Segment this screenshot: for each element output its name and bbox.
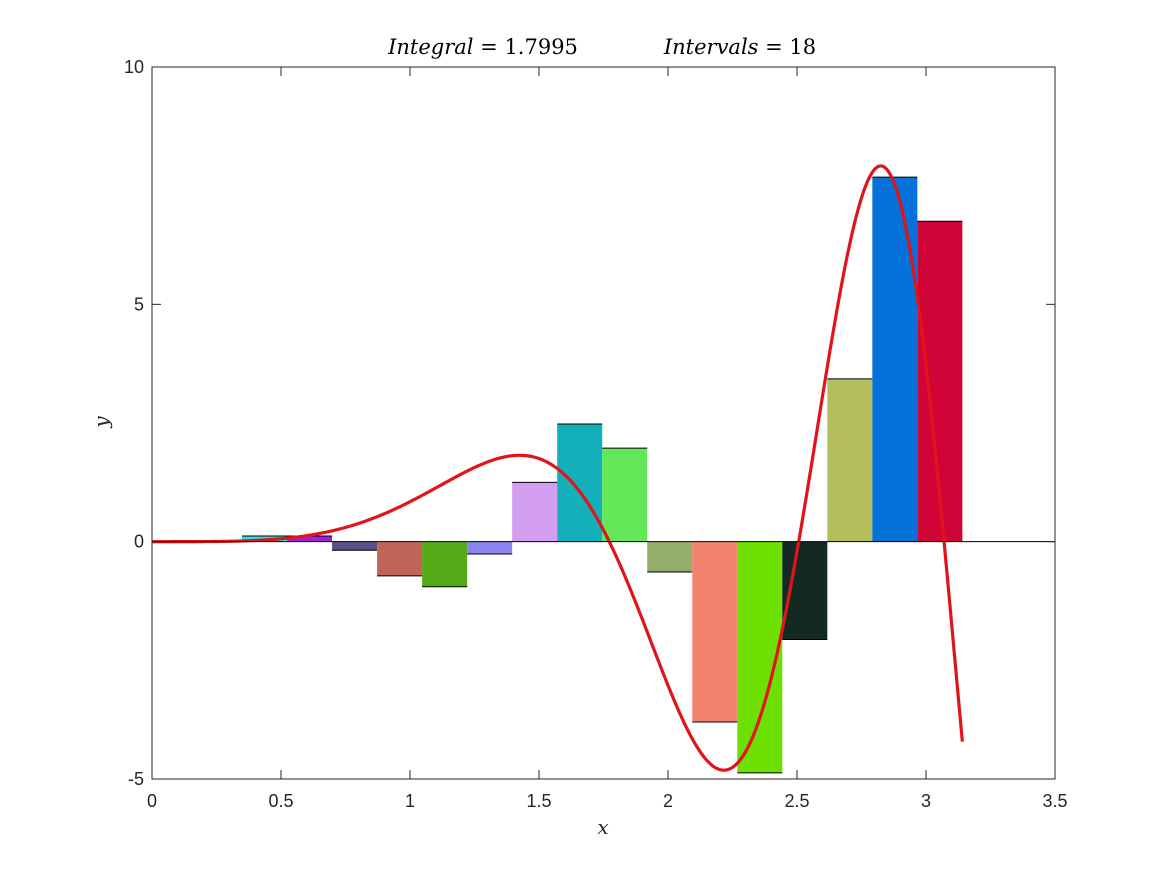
- interval-bars: [152, 176, 963, 774]
- y-tick-labels: -5 0 5 10: [124, 57, 144, 789]
- axes-box: [151, 66, 1056, 780]
- interval-bar: [557, 423, 603, 542]
- y-tick-label: 0: [134, 532, 144, 552]
- y-axis-label: y: [89, 416, 113, 429]
- interval-bar: [647, 541, 693, 573]
- y-tick-label: 5: [134, 294, 144, 314]
- x-tick-label: 2: [663, 791, 673, 811]
- x-tick-label: 2.5: [784, 791, 809, 811]
- interval-bar: [332, 541, 378, 551]
- interval-bar: [377, 541, 423, 576]
- intervals-title: Intervals = 18: [663, 35, 816, 59]
- integral-label: Integral: [387, 35, 473, 59]
- interval-bar: [287, 535, 333, 542]
- chart-title: Integral = 1.7995: [387, 35, 578, 59]
- x-tick-label: 1.5: [526, 791, 551, 811]
- x-tick-label: 3.5: [1042, 791, 1067, 811]
- intervals-label: Intervals: [663, 35, 759, 59]
- x-axis-label: x: [597, 815, 608, 839]
- integral-value: 1.7995: [504, 35, 577, 59]
- axis-ticks: [151, 66, 1056, 780]
- x-tick-label: 0: [147, 791, 157, 811]
- interval-bar: [467, 541, 513, 555]
- interval-bar: [872, 177, 918, 542]
- x-tick-label: 0.5: [268, 791, 293, 811]
- interval-bar: [422, 541, 468, 587]
- y-tick-label: -5: [128, 769, 144, 789]
- x-tick-label: 1: [405, 791, 415, 811]
- function-curve-group: [151, 164, 964, 772]
- interval-bar: [827, 378, 873, 542]
- x-tick-label: 3: [921, 791, 931, 811]
- interval-bar: [602, 448, 648, 542]
- interval-bar: [512, 482, 558, 542]
- function-curve: [151, 164, 964, 772]
- intervals-value: 18: [789, 35, 816, 59]
- y-tick-label: 10: [124, 57, 144, 77]
- x-tick-labels: 0 0.5 1 1.5 2 2.5 3 3.5: [147, 791, 1068, 811]
- interval-bar: [692, 541, 738, 723]
